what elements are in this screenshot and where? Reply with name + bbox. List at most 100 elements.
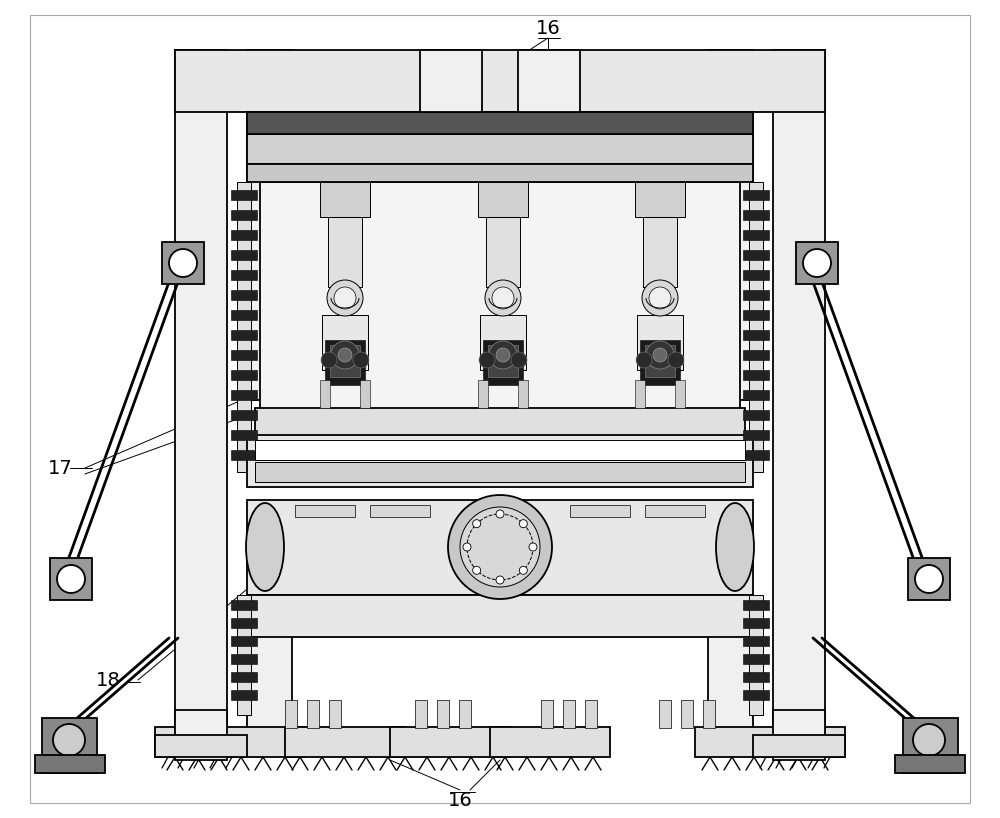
Circle shape	[915, 565, 943, 593]
Circle shape	[642, 280, 678, 316]
Bar	[231, 230, 257, 240]
Circle shape	[492, 287, 514, 309]
Bar	[329, 700, 341, 728]
Bar	[743, 618, 769, 628]
Circle shape	[653, 348, 667, 362]
Bar	[285, 727, 405, 757]
Bar	[175, 50, 825, 112]
Circle shape	[460, 507, 540, 587]
Circle shape	[353, 352, 369, 368]
Bar	[231, 600, 257, 610]
Bar	[255, 408, 745, 436]
Bar	[478, 182, 528, 217]
Bar	[175, 50, 227, 730]
Bar	[743, 636, 769, 646]
Circle shape	[463, 543, 471, 551]
Bar	[743, 600, 769, 610]
Circle shape	[473, 566, 481, 574]
Bar	[743, 310, 769, 320]
Bar	[231, 410, 257, 420]
Bar	[175, 710, 227, 760]
Bar	[325, 340, 365, 385]
Bar	[903, 718, 958, 773]
Circle shape	[496, 576, 504, 584]
Circle shape	[473, 519, 481, 528]
Bar	[488, 362, 518, 377]
Bar	[773, 710, 825, 760]
Bar	[743, 654, 769, 664]
Bar	[237, 182, 251, 472]
Bar	[749, 182, 763, 472]
Circle shape	[519, 519, 527, 528]
Circle shape	[57, 565, 85, 593]
Bar	[478, 380, 488, 408]
Bar	[743, 410, 769, 420]
Circle shape	[338, 348, 352, 362]
Bar	[415, 700, 427, 728]
Bar	[255, 440, 745, 460]
Bar	[645, 345, 675, 360]
Circle shape	[53, 724, 85, 756]
Bar	[773, 50, 825, 730]
Bar	[231, 350, 257, 360]
Bar	[231, 690, 257, 700]
Bar	[708, 595, 753, 740]
Circle shape	[649, 287, 671, 309]
Bar	[640, 340, 680, 385]
Ellipse shape	[716, 503, 754, 591]
Bar	[743, 672, 769, 682]
Bar	[255, 462, 745, 482]
Bar	[743, 210, 769, 220]
Bar	[743, 430, 769, 440]
Bar	[231, 290, 257, 300]
Bar	[231, 370, 257, 380]
Bar	[749, 595, 763, 715]
Bar	[330, 345, 360, 360]
Bar	[743, 450, 769, 460]
Ellipse shape	[246, 503, 284, 591]
Bar	[260, 182, 740, 442]
Bar	[585, 700, 597, 728]
Circle shape	[331, 341, 359, 369]
Bar	[247, 500, 753, 595]
Bar	[708, 50, 753, 400]
Bar	[360, 380, 370, 408]
Circle shape	[169, 249, 197, 277]
Bar	[307, 700, 319, 728]
Bar	[247, 595, 753, 637]
Circle shape	[479, 352, 495, 368]
Bar	[488, 345, 518, 360]
Bar	[743, 290, 769, 300]
Circle shape	[646, 341, 674, 369]
Bar	[895, 755, 965, 773]
Bar	[231, 190, 257, 200]
Bar	[743, 350, 769, 360]
Bar	[459, 700, 471, 728]
Bar	[231, 390, 257, 400]
Bar	[753, 735, 845, 757]
Bar	[247, 50, 292, 400]
Bar	[285, 700, 297, 728]
Bar	[486, 217, 520, 287]
Bar	[35, 755, 105, 773]
Bar	[743, 270, 769, 280]
Text: 16: 16	[448, 790, 472, 810]
Bar	[480, 315, 526, 370]
Circle shape	[321, 352, 337, 368]
Text: 17: 17	[48, 459, 72, 478]
Bar	[437, 700, 449, 728]
Bar	[541, 700, 553, 728]
Bar	[743, 190, 769, 200]
Circle shape	[327, 280, 363, 316]
Bar	[231, 250, 257, 260]
Circle shape	[636, 352, 652, 368]
Bar	[247, 164, 753, 182]
Bar	[420, 50, 482, 112]
Bar	[743, 390, 769, 400]
Bar	[237, 595, 251, 715]
Bar	[483, 340, 523, 385]
Circle shape	[511, 352, 527, 368]
Bar	[743, 690, 769, 700]
Bar	[743, 230, 769, 240]
Circle shape	[448, 495, 552, 599]
